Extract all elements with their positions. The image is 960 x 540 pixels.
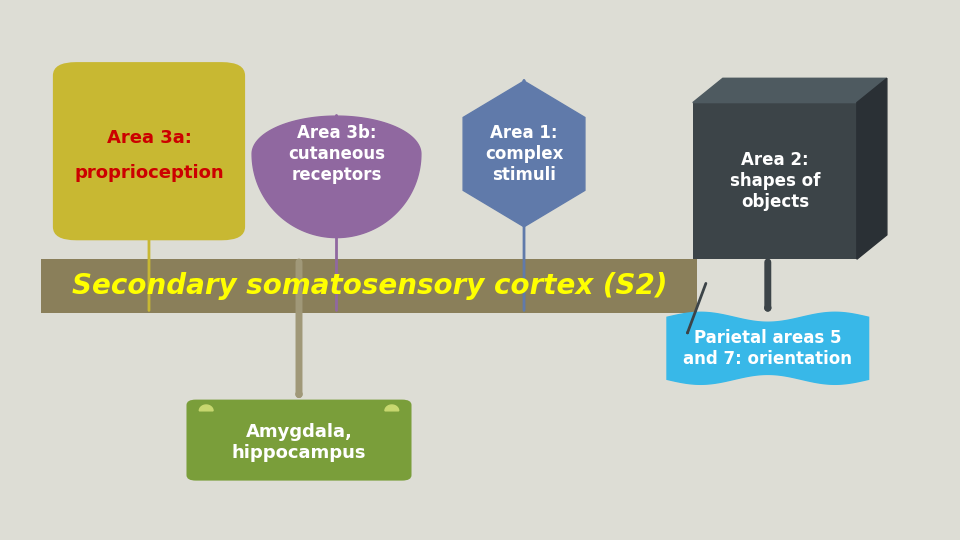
FancyBboxPatch shape <box>693 103 857 259</box>
Text: Parietal areas 5
and 7: orientation: Parietal areas 5 and 7: orientation <box>684 329 852 368</box>
Polygon shape <box>381 405 402 415</box>
Text: proprioception: proprioception <box>74 164 224 182</box>
Polygon shape <box>385 405 398 411</box>
Text: Amygdala,
hippocampus: Amygdala, hippocampus <box>231 423 367 462</box>
Text: Area 3a:: Area 3a: <box>107 129 191 147</box>
Polygon shape <box>252 116 420 238</box>
Polygon shape <box>857 78 887 259</box>
Polygon shape <box>693 78 887 103</box>
Text: Area 2:
shapes of
objects: Area 2: shapes of objects <box>730 151 820 211</box>
FancyBboxPatch shape <box>186 400 412 481</box>
FancyBboxPatch shape <box>41 259 698 313</box>
Polygon shape <box>667 312 869 384</box>
Text: Area 1:
complex
stimuli: Area 1: complex stimuli <box>485 124 564 184</box>
Text: Area 3b:
cutaneous
receptors: Area 3b: cutaneous receptors <box>288 124 385 184</box>
Text: Secondary somatosensory cortex (S2): Secondary somatosensory cortex (S2) <box>72 272 667 300</box>
Polygon shape <box>200 405 213 411</box>
FancyBboxPatch shape <box>53 62 245 240</box>
Polygon shape <box>463 81 585 227</box>
Polygon shape <box>196 405 217 415</box>
